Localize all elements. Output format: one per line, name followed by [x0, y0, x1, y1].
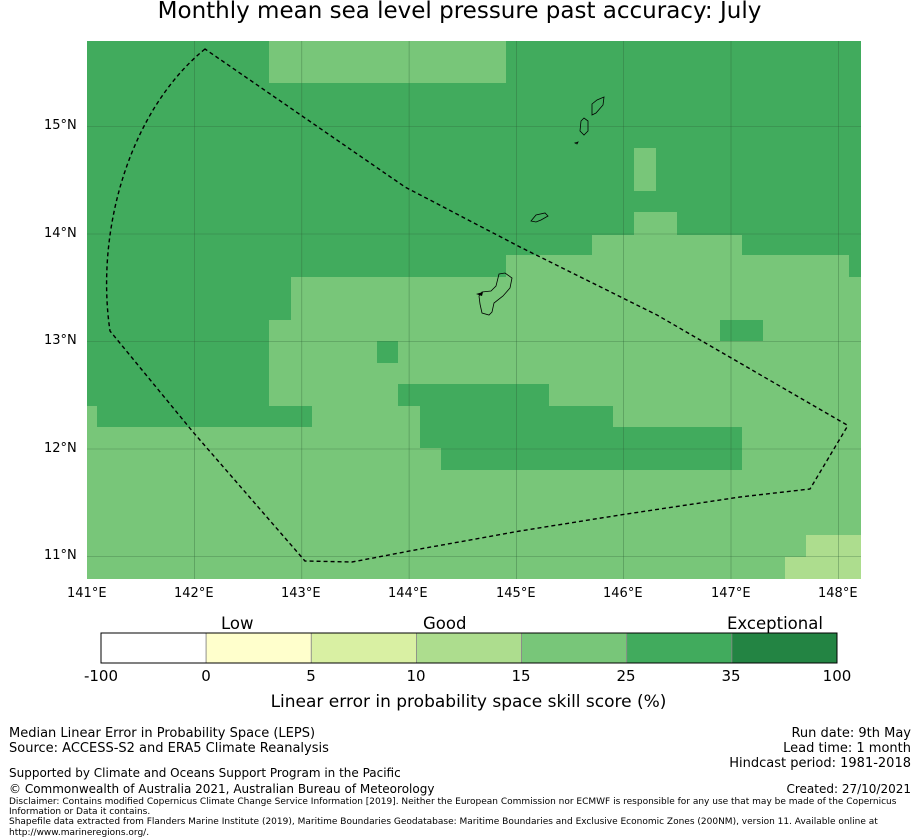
disclaimer-copernicus: Disclaimer: Contains modified Copernicus… — [9, 797, 897, 818]
y-tick-label: 12°N — [44, 441, 77, 456]
colorbar-tick-label: 25 — [616, 667, 636, 685]
eez-boundary — [105, 48, 848, 563]
island-marks — [476, 292, 483, 296]
x-tick-label: 146°E — [603, 586, 643, 601]
colorbar-category-good: Good — [423, 614, 467, 633]
y-tick-label: 13°N — [44, 333, 77, 348]
skill-field-dark — [87, 41, 861, 470]
footer-source: Source: ACCESS-S2 and ERA5 Climate Reana… — [9, 741, 329, 756]
colorbar-label: Linear error in probability space skill … — [270, 692, 667, 712]
footer-method: Median Linear Error in Probability Space… — [9, 726, 316, 741]
island-guam — [478, 272, 513, 316]
colorbar-swatch — [205, 632, 312, 664]
colorbar-swatch — [521, 632, 628, 664]
disclaimer-shapefile: Shapefile data extracted from Flanders M… — [9, 817, 878, 838]
colorbar-frame — [100, 632, 838, 664]
islands — [478, 96, 605, 316]
x-tick-label: 144°E — [388, 586, 428, 601]
colorbar-tick-label: -100 — [83, 667, 119, 685]
colorbar-swatch — [626, 632, 733, 664]
x-tick-label: 148°E — [818, 586, 858, 601]
footer-run-date: Run date: 9th May — [791, 726, 911, 741]
colorbar-swatch — [310, 632, 417, 664]
footer-hindcast: Hindcast period: 1981-2018 — [729, 756, 911, 771]
chart-title: Monthly mean sea level pressure past acc… — [157, 0, 762, 24]
colorbar-tick-label: 100 — [822, 667, 852, 685]
x-tick-label: 143°E — [281, 586, 321, 601]
colorbar-tick-label: 10 — [406, 667, 426, 685]
island-aguijan — [573, 141, 579, 145]
colorbar-tick-label: 15 — [511, 667, 531, 685]
colorbar-category-exceptional: Exceptional — [727, 614, 823, 633]
colorbar-swatch — [731, 632, 838, 664]
island-rota — [530, 212, 549, 223]
colorbar-tick-label: 35 — [721, 667, 741, 685]
island-tinian — [579, 117, 589, 136]
colorbar-tick-label: 5 — [306, 667, 316, 685]
footer-copyright: © Commonwealth of Australia 2021, Austra… — [9, 782, 435, 796]
colorbar-tick-label: 0 — [201, 667, 211, 685]
colorbar-category-low: Low — [221, 614, 254, 633]
colorbar-swatch — [416, 632, 522, 664]
y-tick-label: 14°N — [44, 226, 77, 241]
footer-created: Created: 27/10/2021 — [786, 782, 911, 796]
skill-grid — [87, 41, 861, 579]
footer-supported: Supported by Climate and Oceans Support … — [9, 766, 401, 780]
island-saipan — [591, 96, 605, 116]
x-tick-label: 142°E — [174, 586, 214, 601]
footer-lead-time: Lead time: 1 month — [783, 741, 911, 756]
gridlines — [87, 41, 861, 579]
x-tick-label: 141°E — [67, 586, 107, 601]
skill-field-pale — [785, 535, 861, 579]
colorbar — [100, 632, 838, 664]
x-tick-label: 145°E — [496, 586, 536, 601]
x-tick-label: 147°E — [711, 586, 751, 601]
y-tick-label: 15°N — [44, 118, 77, 133]
footer-disclaimer: Disclaimer: Contains modified Copernicus… — [9, 797, 914, 838]
skill-field-light-pockets — [634, 148, 677, 235]
y-tick-label: 11°N — [44, 548, 77, 563]
colorbar-swatch — [100, 632, 207, 664]
